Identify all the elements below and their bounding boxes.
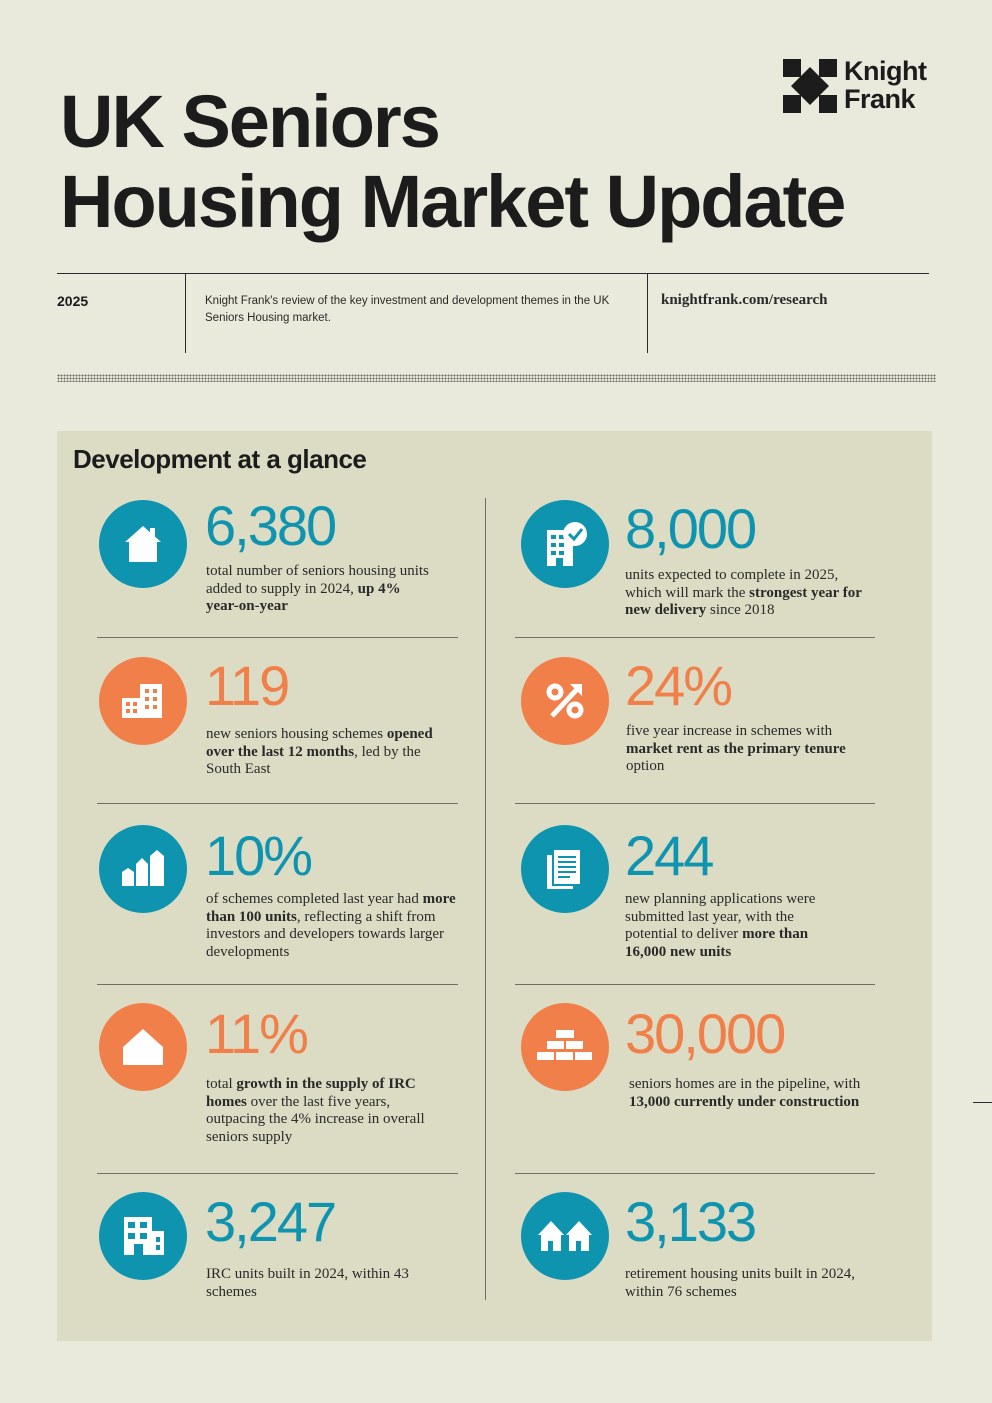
- stat-text: since 2018: [706, 602, 775, 618]
- growth-bars-icon: [99, 825, 187, 913]
- title-line-2: Housing Market Update: [60, 160, 846, 243]
- stat-value: 11%: [205, 1002, 309, 1065]
- row-divider: [97, 637, 458, 638]
- stat-highlight: opened over the last 12 months: [206, 726, 433, 760]
- stat-description: seniors homes are in the pipeline, with …: [629, 1076, 869, 1111]
- row-divider: [515, 637, 875, 638]
- stat-value: 30,000: [625, 1002, 786, 1065]
- stat-highlight: 13,000 currently under construction: [629, 1093, 860, 1110]
- row-divider: [515, 803, 875, 804]
- stat-text: new planning applications were submitted…: [625, 891, 816, 942]
- house-icon: [99, 500, 187, 588]
- stat-text: five year increase in schemes with: [626, 723, 833, 739]
- stat-value: 8,000: [625, 497, 757, 560]
- stat-text: total number of seniors housing units ad…: [206, 563, 429, 597]
- stat-text: of schemes completed last year had: [206, 891, 423, 907]
- two-houses-icon: [521, 1192, 609, 1280]
- title-line-1: UK Seniors: [60, 80, 441, 163]
- stat-highlight: up 4% year-on-year: [206, 580, 401, 615]
- documents-icon: [521, 825, 609, 913]
- stat-description: retirement housing units built in 2024, …: [625, 1266, 855, 1301]
- stat-text: units expected to complete in 2025, whic…: [625, 567, 839, 601]
- stat-text: option: [626, 758, 665, 774]
- stat-value: 10%: [205, 824, 313, 887]
- stat-description: total number of seniors housing units ad…: [206, 563, 436, 616]
- percent-icon: [521, 657, 609, 745]
- knight-frank-logo: Knight Frank: [783, 57, 935, 115]
- row-divider: [97, 984, 458, 985]
- stat-value: 3,247: [205, 1190, 337, 1253]
- edge-mark: [973, 1102, 992, 1103]
- stat-text: retirement housing units built in 2024, …: [625, 1266, 855, 1300]
- stat-description: five year increase in schemes with marke…: [626, 723, 856, 776]
- research-link[interactable]: knightfrank.com/research: [661, 292, 828, 308]
- logo-wordmark: Knight Frank: [844, 56, 927, 114]
- stat-text: total: [206, 1076, 237, 1092]
- stat-value: 119: [205, 654, 290, 717]
- stat-description: new planning applications were submitted…: [625, 891, 845, 961]
- header-divider-2: [647, 274, 648, 353]
- building-check-icon: [521, 500, 609, 588]
- stat-text: new seniors housing schemes: [206, 726, 387, 742]
- stat-highlight: more than 16,000 new units: [625, 926, 809, 960]
- stat-highlight: market rent as the primary tenure: [626, 740, 846, 757]
- development-panel: [57, 431, 932, 1341]
- stat-value: 24%: [625, 654, 733, 717]
- bricks-icon: [521, 1003, 609, 1091]
- header-rule: [57, 273, 929, 274]
- stat-description: of schemes completed last year had more …: [206, 891, 456, 961]
- home-outline-icon: [99, 1003, 187, 1091]
- stat-value: 6,380: [205, 494, 337, 557]
- stat-highlight: more than 100 units: [206, 891, 456, 925]
- header-divider-1: [185, 274, 186, 353]
- stat-value: 244: [625, 824, 714, 887]
- stat-description: new seniors housing schemes opened over …: [206, 726, 436, 779]
- stat-text: seniors homes are in the pipeline, with: [629, 1076, 861, 1092]
- page-title: UK Seniors Housing Market Update: [60, 80, 846, 243]
- buildings-icon: [99, 657, 187, 745]
- stat-text: over the last five years, outpacing the …: [206, 1093, 425, 1145]
- apartment-icon: [99, 1192, 187, 1280]
- stat-description: IRC units built in 2024, within 43 schem…: [206, 1266, 436, 1301]
- column-divider: [485, 498, 486, 1300]
- stat-text: IRC units built in 2024, within 43 schem…: [206, 1266, 409, 1300]
- stat-description: units expected to complete in 2025, whic…: [625, 567, 875, 620]
- stat-description: total growth in the supply of IRC homes …: [206, 1076, 436, 1146]
- stat-highlight: strongest year for new delivery: [625, 584, 862, 619]
- stat-text: , led by the South East: [206, 743, 421, 778]
- row-divider: [515, 1173, 875, 1174]
- stat-highlight: growth in the supply of IRC homes: [206, 1076, 416, 1110]
- row-divider: [515, 984, 875, 985]
- row-divider: [97, 803, 458, 804]
- row-divider: [97, 1173, 458, 1174]
- report-year: 2025: [57, 293, 89, 309]
- stat-text: , reflecting a shift from investors and …: [206, 908, 444, 960]
- stat-value: 3,133: [625, 1190, 757, 1253]
- logo-mark-icon: [783, 59, 837, 113]
- dotted-divider: [57, 374, 936, 382]
- section-title: Development at a glance: [73, 444, 367, 474]
- report-description: Knight Frank's review of the key investm…: [205, 295, 610, 324]
